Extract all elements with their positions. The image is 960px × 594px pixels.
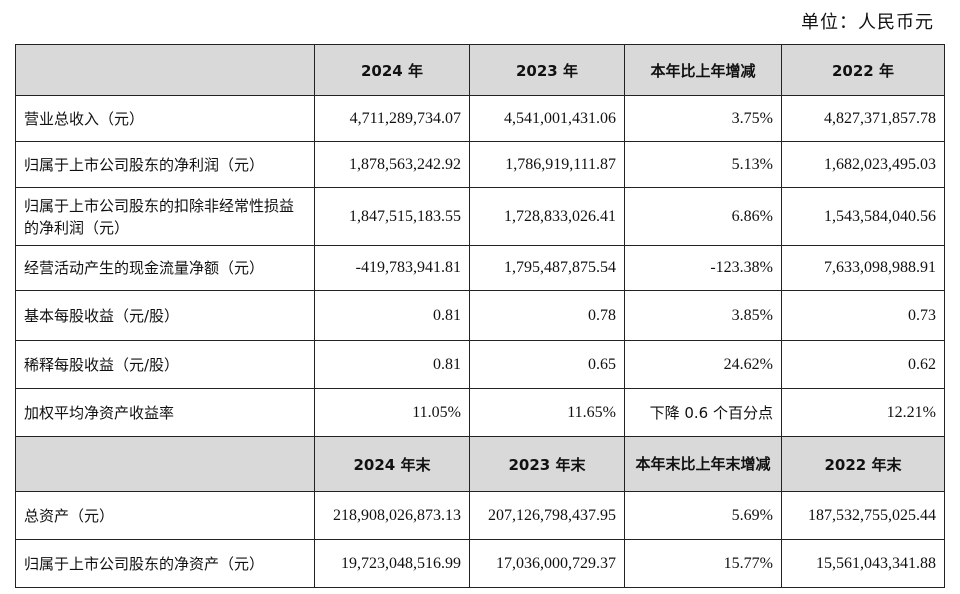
row-label: 总资产（元） (15, 491, 315, 540)
table-row: 归属于上市公司股东的净资产（元） 19,723,048,516.99 17,03… (15, 539, 945, 588)
value-2022: 1,682,023,495.03 (781, 141, 945, 188)
value-change: 3.85% (624, 290, 782, 341)
row-label: 稀释每股收益（元/股） (15, 340, 315, 389)
financial-data-table: 2024 年 2023 年 本年比上年增减 2022 年 营业总收入（元） 4,… (15, 44, 945, 588)
value-2024: 1,847,515,183.55 (314, 187, 470, 246)
value-change: 下降 0.6 个百分点 (624, 388, 782, 437)
value-2024: 11.05% (314, 388, 470, 437)
value-2023: 11.65% (469, 388, 625, 437)
value-2022: 7,633,098,988.91 (781, 245, 945, 291)
row-label: 基本每股收益（元/股） (15, 290, 315, 341)
header-change-end: 本年末比上年末增减 (624, 436, 782, 492)
row-label: 营业总收入（元） (15, 95, 315, 142)
value-2023: 1,795,487,875.54 (469, 245, 625, 291)
table-row: 稀释每股收益（元/股） 0.81 0.65 24.62% 0.62 (15, 340, 945, 389)
table-row: 归属于上市公司股东的扣除非经常性损益的净利润（元） 1,847,515,183.… (15, 187, 945, 246)
table-row: 总资产（元） 218,908,026,873.13 207,126,798,43… (15, 491, 945, 540)
value-change: 5.13% (624, 141, 782, 188)
unit-note: 单位：人民币元 (801, 12, 934, 33)
table-row: 归属于上市公司股东的净利润（元） 1,878,563,242.92 1,786,… (15, 141, 945, 188)
value-change: 5.69% (624, 491, 782, 540)
value-2022: 12.21% (781, 388, 945, 437)
header-blank-cell (15, 436, 315, 492)
value-2023: 1,728,833,026.41 (469, 187, 625, 246)
value-2024: 218,908,026,873.13 (314, 491, 470, 540)
header-2022-end: 2022 年末 (781, 436, 945, 492)
value-change: -123.38% (624, 245, 782, 291)
value-change: 24.62% (624, 340, 782, 389)
value-2024: 0.81 (314, 340, 470, 389)
header-2023-end: 2023 年末 (469, 436, 625, 492)
header-row-yearend: 2024 年末 2023 年末 本年末比上年末增减 2022 年末 (15, 436, 945, 492)
table-row: 经营活动产生的现金流量净额（元） -419,783,941.81 1,795,4… (15, 245, 945, 291)
value-change: 6.86% (624, 187, 782, 246)
value-2022: 1,543,584,040.56 (781, 187, 945, 246)
value-2022: 4,827,371,857.78 (781, 95, 945, 142)
value-2022: 0.62 (781, 340, 945, 389)
value-2024: 1,878,563,242.92 (314, 141, 470, 188)
value-2023: 1,786,919,111.87 (469, 141, 625, 188)
row-label: 加权平均净资产收益率 (15, 388, 315, 437)
header-2022: 2022 年 (781, 44, 945, 96)
value-change: 15.77% (624, 539, 782, 588)
value-2022: 0.73 (781, 290, 945, 341)
value-2023: 0.65 (469, 340, 625, 389)
table-row: 加权平均净资产收益率 11.05% 11.65% 下降 0.6 个百分点 12.… (15, 388, 945, 437)
value-2024: 4,711,289,734.07 (314, 95, 470, 142)
header-row-annual: 2024 年 2023 年 本年比上年增减 2022 年 (15, 44, 945, 96)
value-2022: 15,561,043,341.88 (781, 539, 945, 588)
header-change: 本年比上年增减 (624, 44, 782, 96)
value-2023: 207,126,798,437.95 (469, 491, 625, 540)
table-row: 基本每股收益（元/股） 0.81 0.78 3.85% 0.73 (15, 290, 945, 341)
value-2023: 17,036,000,729.37 (469, 539, 625, 588)
value-2024: 19,723,048,516.99 (314, 539, 470, 588)
row-label: 归属于上市公司股东的扣除非经常性损益的净利润（元） (15, 187, 315, 246)
row-label: 归属于上市公司股东的净资产（元） (15, 539, 315, 588)
value-change: 3.75% (624, 95, 782, 142)
row-label: 归属于上市公司股东的净利润（元） (15, 141, 315, 188)
value-2022: 187,532,755,025.44 (781, 491, 945, 540)
value-2024: 0.81 (314, 290, 470, 341)
header-2024: 2024 年 (314, 44, 470, 96)
header-blank-cell (15, 44, 315, 96)
value-2023: 4,541,001,431.06 (469, 95, 625, 142)
row-label: 经营活动产生的现金流量净额（元） (15, 245, 315, 291)
header-2024-end: 2024 年末 (314, 436, 470, 492)
table-row: 营业总收入（元） 4,711,289,734.07 4,541,001,431.… (15, 95, 945, 142)
header-2023: 2023 年 (469, 44, 625, 96)
value-2024: -419,783,941.81 (314, 245, 470, 291)
value-2023: 0.78 (469, 290, 625, 341)
